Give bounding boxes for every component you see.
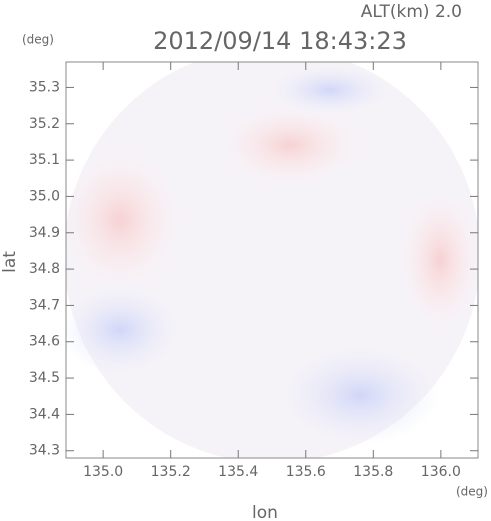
y-tick-label: 34.6 <box>29 334 60 350</box>
x-tick-label: 136.0 <box>421 464 461 480</box>
y-axis-label: lat <box>0 251 20 273</box>
chart-title: 2012/09/14 18:43:23 <box>153 27 407 55</box>
subtitle: ALT(km) 2.0 <box>361 2 462 22</box>
y-tick-label: 34.3 <box>29 443 60 459</box>
y-tick-label: 34.8 <box>29 261 60 277</box>
x-tick-label: 135.4 <box>218 464 258 480</box>
y-tick-label: 34.9 <box>29 225 60 241</box>
y-tick-label: 35.0 <box>29 188 60 204</box>
y-tick-label: 34.4 <box>29 406 60 422</box>
plot-frame <box>65 61 479 459</box>
y-tick-label: 35.1 <box>29 152 60 168</box>
y-tick-label: 35.3 <box>29 79 60 95</box>
radar-field <box>66 62 478 458</box>
y-unit: (deg) <box>22 33 54 47</box>
y-tick-label: 34.5 <box>29 370 60 386</box>
x-tick-label: 135.2 <box>151 464 191 480</box>
y-tick-label: 34.7 <box>29 297 60 313</box>
x-unit: (deg) <box>456 485 488 499</box>
x-tick-label: 135.6 <box>286 464 326 480</box>
x-axis-label: lon <box>252 503 278 521</box>
x-tick-label: 135.0 <box>83 464 123 480</box>
x-tick-label: 135.8 <box>353 464 393 480</box>
y-tick-label: 35.2 <box>29 116 60 132</box>
